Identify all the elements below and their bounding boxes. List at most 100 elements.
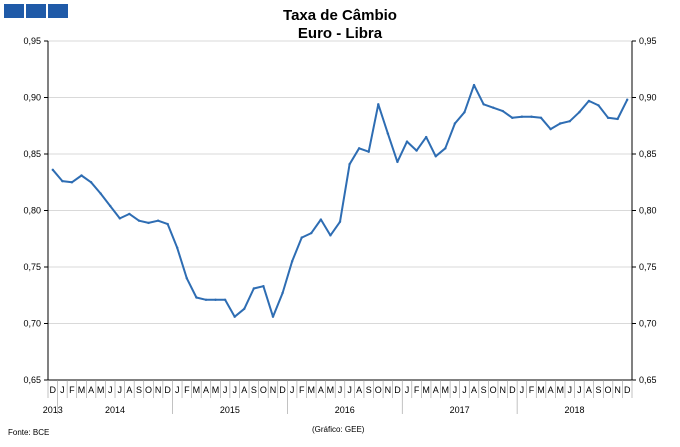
data-point — [290, 260, 294, 263]
x-tick-label: O — [490, 385, 497, 395]
data-point — [109, 204, 112, 208]
data-point — [223, 298, 227, 301]
data-point — [128, 212, 131, 216]
data-point — [243, 307, 246, 311]
x-tick-label: F — [184, 385, 190, 395]
y-tick-label-left: 0,85 — [23, 149, 41, 159]
x-tick-label: J — [338, 385, 343, 395]
data-point — [262, 285, 265, 288]
chart-subtitle: Euro - Libra — [297, 25, 383, 42]
x-tick-label: D — [50, 385, 57, 395]
data-point — [453, 122, 457, 125]
data-point — [70, 181, 74, 184]
x-tick-label: S — [251, 385, 257, 395]
x-tick-label: J — [223, 385, 228, 395]
x-tick-label: J — [347, 385, 352, 395]
data-point — [319, 218, 323, 221]
data-point — [597, 104, 600, 107]
y-tick-label-left: 0,70 — [23, 319, 41, 329]
year-label: 2016 — [335, 405, 355, 415]
x-tick-label: F — [529, 385, 535, 395]
data-point — [348, 162, 351, 166]
x-tick-label: O — [605, 385, 612, 395]
source-note: Fonte: BCE — [8, 428, 50, 437]
y-tick-label-left: 0,75 — [23, 262, 41, 272]
x-tick-label: M — [537, 385, 545, 395]
x-tick-label: F — [299, 385, 305, 395]
x-tick-label: O — [145, 385, 152, 395]
x-tick-label: J — [462, 385, 467, 395]
data-point — [176, 246, 179, 249]
x-tick-label: J — [290, 385, 295, 395]
data-point — [616, 117, 619, 121]
y-tick-label-right: 0,70 — [639, 319, 657, 329]
y-tick-label-left: 0,80 — [23, 206, 41, 216]
data-point — [80, 174, 83, 177]
x-tick-label: M — [212, 385, 220, 395]
data-point — [578, 110, 581, 114]
data-point — [214, 298, 217, 301]
data-point — [520, 115, 524, 118]
x-tick-label: J — [118, 385, 123, 395]
x-tick-label: M — [193, 385, 201, 395]
data-point — [367, 150, 370, 153]
data-point — [300, 236, 303, 239]
data-point — [252, 287, 256, 290]
logo-square-icon — [26, 4, 46, 18]
logo-square-icon — [4, 4, 24, 18]
data-point — [568, 120, 571, 123]
x-tick-label: J — [108, 385, 113, 395]
x-tick-label: A — [241, 385, 247, 395]
data-point — [204, 298, 208, 301]
data-point — [587, 99, 591, 103]
x-tick-label: S — [136, 385, 142, 395]
logo-three-squares-icon — [4, 4, 68, 18]
year-label: 2013 — [43, 405, 63, 415]
data-point — [386, 132, 390, 135]
x-tick-label: J — [568, 385, 573, 395]
y-tick-label-right: 0,90 — [639, 93, 657, 103]
x-tick-label: A — [586, 385, 592, 395]
year-label: 2015 — [220, 405, 240, 415]
year-label: 2017 — [450, 405, 470, 415]
data-point — [147, 221, 150, 225]
x-tick-label: M — [97, 385, 105, 395]
x-tick-label: A — [356, 385, 362, 395]
x-tick-label: A — [433, 385, 439, 395]
data-point — [156, 219, 160, 222]
data-point — [472, 83, 476, 87]
data-point — [338, 220, 342, 223]
x-tick-label: A — [88, 385, 94, 395]
data-point — [482, 103, 485, 106]
data-point — [626, 98, 629, 101]
data-point — [61, 179, 64, 183]
data-point — [511, 116, 514, 120]
x-tick-label: A — [318, 385, 324, 395]
x-tick-label: N — [500, 385, 507, 395]
x-tick-label: D — [164, 385, 171, 395]
x-tick-label: S — [481, 385, 487, 395]
y-tick-label-right: 0,75 — [639, 262, 657, 272]
x-tick-label: M — [78, 385, 86, 395]
data-point — [185, 277, 189, 280]
y-tick-label-left: 0,95 — [23, 36, 41, 46]
data-point — [539, 116, 543, 120]
x-tick-label: A — [548, 385, 554, 395]
y-tick-label-left: 0,65 — [23, 375, 41, 385]
data-point — [271, 315, 275, 318]
year-label: 2018 — [565, 405, 585, 415]
data-point — [51, 168, 54, 172]
year-label: 2014 — [105, 405, 125, 415]
data-point — [195, 296, 198, 299]
x-tick-label: J — [175, 385, 180, 395]
data-point — [99, 192, 102, 195]
data-point — [166, 222, 169, 226]
x-tick-label: O — [260, 385, 267, 395]
x-tick-label: N — [385, 385, 392, 395]
y-tick-label-right: 0,65 — [639, 375, 657, 385]
data-point — [357, 147, 361, 150]
x-tick-label: D — [394, 385, 401, 395]
x-tick-label: O — [375, 385, 382, 395]
x-tick-label: F — [414, 385, 420, 395]
